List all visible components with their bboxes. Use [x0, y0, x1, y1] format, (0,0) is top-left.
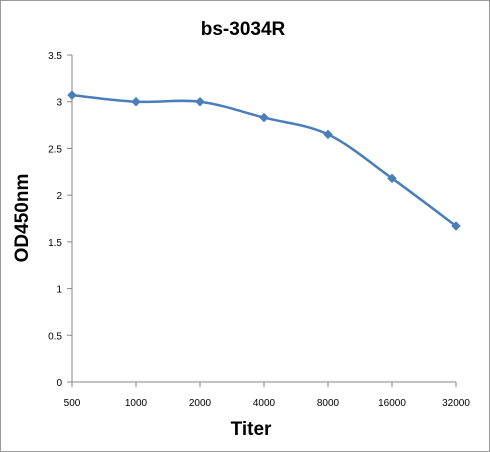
y-axis-title: OD450nm	[12, 174, 33, 263]
axes	[71, 55, 456, 383]
x-tick-labels: 500 1000 2000 4000 8000 16000 32000	[64, 382, 470, 409]
x-tick-label: 16000	[378, 398, 406, 409]
series-group	[67, 90, 461, 231]
data-point-marker	[451, 221, 461, 231]
y-tick-label: 0.5	[48, 331, 62, 342]
data-point-marker	[387, 173, 397, 184]
y-tick-label: 0	[56, 378, 62, 389]
x-tick-label: 32000	[442, 398, 470, 409]
y-tick-labels: 0 0.5 1 1.5 2 2.5 3 3.5	[48, 51, 72, 389]
y-tick-label: 2.5	[48, 144, 62, 155]
x-axis-title: Titer	[231, 419, 272, 440]
data-point-marker	[67, 90, 77, 101]
y-tick-label: 1.5	[48, 238, 62, 249]
x-tick-label: 8000	[317, 398, 340, 409]
data-point-marker	[323, 129, 333, 140]
y-tick-label: 3	[56, 98, 62, 109]
y-tick-label: 1	[56, 285, 62, 296]
x-tick-label: 4000	[253, 398, 276, 409]
y-tick-label: 2	[56, 191, 62, 202]
chart-title: bs-3034R	[201, 19, 286, 40]
data-point-marker	[259, 112, 269, 123]
x-tick-label: 2000	[189, 398, 212, 409]
data-point-marker	[195, 96, 205, 107]
x-tick-label: 500	[64, 398, 81, 409]
y-tick-label: 3.5	[48, 51, 62, 62]
x-tick-label: 1000	[125, 398, 148, 409]
data-point-marker	[131, 96, 141, 107]
